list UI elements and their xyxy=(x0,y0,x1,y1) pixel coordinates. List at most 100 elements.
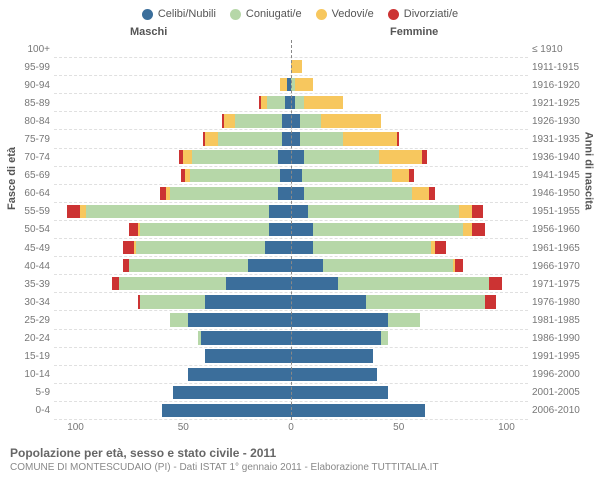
age-label: 35-39 xyxy=(10,275,54,293)
legend-item: Coniugati/e xyxy=(230,8,302,20)
bar-seg xyxy=(291,386,388,399)
female-side xyxy=(291,112,528,129)
birth-label: 1976-1980 xyxy=(528,293,590,311)
birth-label: 1951-1955 xyxy=(528,203,590,221)
age-label: 15-19 xyxy=(10,348,54,366)
bar-seg xyxy=(183,150,192,163)
bar-seg xyxy=(86,205,269,218)
birth-label: 1916-1920 xyxy=(528,76,590,94)
bar-seg xyxy=(269,223,291,236)
female-side xyxy=(291,348,528,365)
age-label: 75-79 xyxy=(10,130,54,148)
birth-label: 1936-1940 xyxy=(528,149,590,167)
population-pyramid xyxy=(54,40,528,420)
male-side xyxy=(54,76,291,93)
male-side xyxy=(54,402,291,419)
legend-item: Vedovi/e xyxy=(316,8,374,20)
female-side xyxy=(291,149,528,166)
female-side xyxy=(291,257,528,274)
birth-label: 1996-2000 xyxy=(528,366,590,384)
bar-seg xyxy=(291,132,300,145)
bar-seg xyxy=(321,114,381,127)
bar-seg xyxy=(300,114,322,127)
bar-seg xyxy=(235,114,282,127)
female-side xyxy=(291,94,528,111)
bar-seg xyxy=(291,313,388,326)
bar-seg xyxy=(218,132,283,145)
legend-label: Divorziati/e xyxy=(404,8,458,20)
male-side xyxy=(54,311,291,328)
x-axis: 10050050100 xyxy=(10,420,590,440)
birth-label: 1931-1935 xyxy=(528,130,590,148)
female-side xyxy=(291,275,528,292)
male-side xyxy=(54,384,291,401)
birth-label: 1911-1915 xyxy=(528,58,590,76)
bar-seg xyxy=(278,187,291,200)
legend-swatch xyxy=(142,9,153,20)
bar-seg xyxy=(302,169,392,182)
bar-seg xyxy=(205,132,218,145)
legend-item: Celibi/Nubili xyxy=(142,8,216,20)
legend-label: Coniugati/e xyxy=(246,8,302,20)
age-label: 80-84 xyxy=(10,112,54,130)
bar-seg xyxy=(291,223,313,236)
bar-seg xyxy=(291,349,373,362)
birth-label: 1986-1990 xyxy=(528,330,590,348)
male-side xyxy=(54,330,291,347)
female-side xyxy=(291,330,528,347)
bar-seg xyxy=(379,150,422,163)
bar-seg xyxy=(282,132,291,145)
bar-seg xyxy=(282,114,291,127)
bar-seg xyxy=(392,169,409,182)
female-side xyxy=(291,40,528,57)
bar-seg xyxy=(170,313,187,326)
male-side xyxy=(54,203,291,220)
birth-label: 1941-1945 xyxy=(528,167,590,185)
female-side xyxy=(291,76,528,93)
bar-seg xyxy=(291,169,302,182)
bar-seg xyxy=(459,205,472,218)
bar-seg xyxy=(205,295,291,308)
birth-label: 1971-1975 xyxy=(528,275,590,293)
bar-seg xyxy=(280,169,291,182)
male-side xyxy=(54,257,291,274)
ylabel-birth: Anni di nascita xyxy=(582,132,594,210)
age-label: 10-14 xyxy=(10,366,54,384)
bar-seg xyxy=(162,404,291,417)
bar-seg xyxy=(291,259,323,272)
bar-seg xyxy=(136,241,265,254)
header-female: Femmine xyxy=(390,26,438,38)
legend-swatch xyxy=(316,9,327,20)
bar-seg xyxy=(67,205,80,218)
male-side xyxy=(54,239,291,256)
bar-seg xyxy=(291,404,425,417)
header-male: Maschi xyxy=(130,26,167,38)
birth-label: 1926-1930 xyxy=(528,112,590,130)
age-axis: 100+95-9990-9485-8980-8475-7970-7465-696… xyxy=(10,40,54,420)
bar-seg xyxy=(188,368,291,381)
age-label: 85-89 xyxy=(10,94,54,112)
age-label: 50-54 xyxy=(10,221,54,239)
bar-seg xyxy=(291,277,338,290)
bar-seg xyxy=(291,114,300,127)
bar-seg xyxy=(313,223,464,236)
bar-seg xyxy=(422,150,426,163)
bar-seg xyxy=(295,96,304,109)
male-side xyxy=(54,149,291,166)
xtick: 50 xyxy=(178,422,189,433)
female-side xyxy=(291,293,528,310)
female-side xyxy=(291,366,528,383)
male-side xyxy=(54,348,291,365)
bar-seg xyxy=(472,223,485,236)
male-side xyxy=(54,130,291,147)
title: Popolazione per età, sesso e stato civil… xyxy=(10,446,590,460)
age-label: 5-9 xyxy=(10,384,54,402)
female-side xyxy=(291,130,528,147)
male-side xyxy=(54,221,291,238)
bar-seg xyxy=(291,368,377,381)
bar-seg xyxy=(409,169,413,182)
birth-label: 2001-2005 xyxy=(528,384,590,402)
bar-seg xyxy=(412,187,429,200)
birth-label: 1956-1960 xyxy=(528,221,590,239)
bar-seg xyxy=(304,96,343,109)
